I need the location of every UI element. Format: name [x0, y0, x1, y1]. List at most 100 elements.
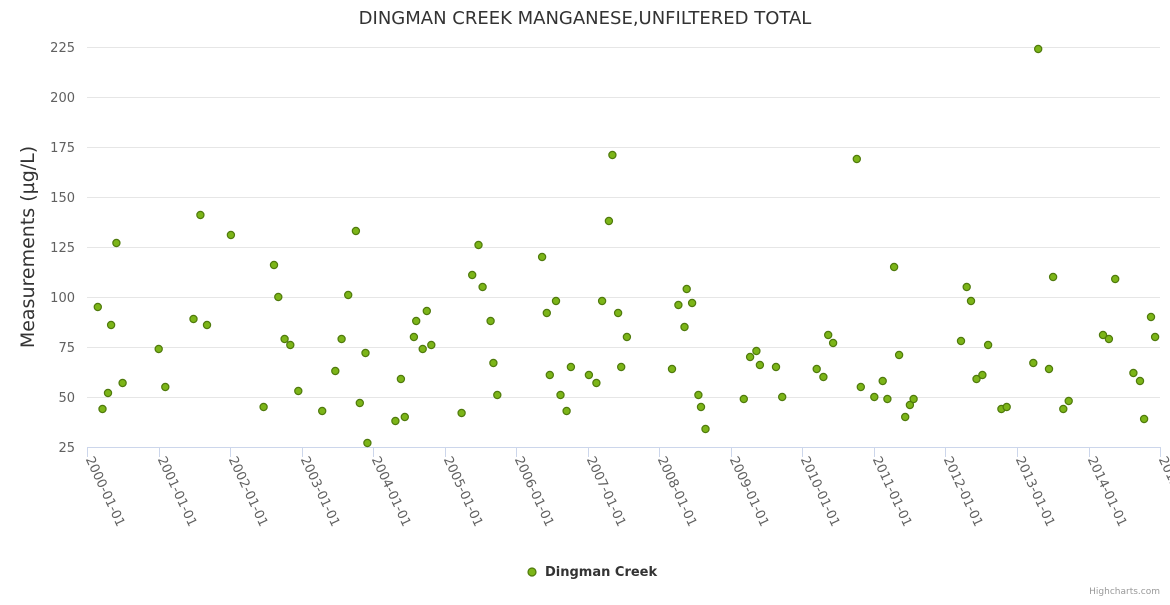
data-point[interactable]	[269, 260, 279, 270]
data-point[interactable]	[852, 154, 862, 164]
data-point[interactable]	[755, 360, 765, 370]
data-point[interactable]	[337, 334, 346, 344]
data-point[interactable]	[189, 314, 198, 324]
data-point[interactable]	[1098, 330, 1108, 340]
data-point[interactable]	[361, 348, 370, 358]
data-point[interactable]	[694, 390, 703, 400]
data-point[interactable]	[418, 344, 427, 354]
data-point[interactable]	[551, 296, 561, 306]
data-point[interactable]	[978, 370, 987, 380]
data-point[interactable]	[870, 392, 879, 402]
data-point[interactable]	[355, 398, 364, 408]
data-point[interactable]	[696, 402, 706, 412]
data-point[interactable]	[537, 252, 547, 262]
data-point[interactable]	[682, 284, 691, 294]
data-point[interactable]	[1129, 368, 1138, 378]
data-point[interactable]	[556, 390, 565, 400]
data-point[interactable]	[966, 296, 976, 306]
legend[interactable]: Dingman Creek	[527, 565, 657, 580]
data-point[interactable]	[701, 424, 710, 434]
data-point[interactable]	[400, 412, 409, 422]
data-point[interactable]	[493, 390, 502, 400]
data-point[interactable]	[274, 292, 283, 302]
data-point[interactable]	[294, 386, 303, 396]
data-point[interactable]	[812, 364, 821, 374]
data-point[interactable]	[489, 358, 498, 368]
data-point[interactable]	[889, 262, 899, 272]
credits-link[interactable]: Highcharts.com	[1089, 587, 1160, 597]
data-point[interactable]	[562, 406, 571, 416]
data-point[interactable]	[778, 392, 787, 402]
data-point[interactable]	[427, 340, 436, 350]
data-point[interactable]	[1110, 274, 1120, 284]
data-point[interactable]	[1044, 364, 1054, 374]
data-point[interactable]	[608, 150, 617, 160]
data-point[interactable]	[351, 226, 361, 236]
data-point[interactable]	[909, 394, 918, 404]
data-point[interactable]	[202, 320, 212, 330]
data-point[interactable]	[468, 270, 477, 280]
data-point[interactable]	[1139, 414, 1149, 424]
data-point[interactable]	[674, 300, 683, 310]
data-point[interactable]	[878, 376, 887, 386]
data-point[interactable]	[363, 438, 372, 448]
data-point[interactable]	[112, 238, 121, 248]
data-point[interactable]	[856, 382, 866, 392]
data-point[interactable]	[752, 346, 761, 356]
data-point[interactable]	[680, 322, 689, 332]
legend-item-label[interactable]: Dingman Creek	[545, 565, 657, 580]
data-point[interactable]	[545, 370, 555, 380]
data-point[interactable]	[1033, 44, 1043, 54]
data-point[interactable]	[93, 302, 103, 312]
data-point[interactable]	[318, 406, 327, 416]
data-point[interactable]	[118, 378, 127, 388]
data-point[interactable]	[824, 330, 833, 340]
data-point[interactable]	[196, 210, 205, 220]
data-point[interactable]	[412, 316, 421, 326]
data-point[interactable]	[613, 308, 623, 318]
data-point[interactable]	[409, 332, 419, 342]
data-point[interactable]	[486, 316, 495, 326]
data-point[interactable]	[1048, 272, 1058, 282]
data-point[interactable]	[667, 364, 677, 374]
data-point[interactable]	[103, 388, 113, 398]
data-point[interactable]	[972, 374, 981, 384]
data-point[interactable]	[98, 404, 107, 414]
data-point[interactable]	[1059, 404, 1068, 414]
data-point[interactable]	[962, 282, 971, 292]
data-point[interactable]	[396, 374, 406, 384]
data-point[interactable]	[883, 394, 892, 404]
data-point[interactable]	[422, 306, 431, 316]
data-point[interactable]	[457, 408, 466, 418]
data-point[interactable]	[280, 334, 289, 344]
data-point[interactable]	[344, 290, 353, 300]
data-point[interactable]	[1146, 312, 1156, 322]
data-point[interactable]	[819, 372, 828, 382]
data-point[interactable]	[739, 394, 749, 404]
data-point[interactable]	[894, 350, 904, 360]
data-point[interactable]	[584, 370, 594, 380]
data-point[interactable]	[771, 362, 781, 372]
data-point[interactable]	[983, 340, 993, 350]
data-point[interactable]	[745, 352, 755, 362]
data-point[interactable]	[106, 320, 116, 330]
data-point[interactable]	[901, 412, 910, 422]
data-point[interactable]	[687, 298, 697, 308]
data-point[interactable]	[1029, 358, 1038, 368]
data-point[interactable]	[956, 336, 966, 346]
data-point[interactable]	[154, 344, 163, 354]
data-point[interactable]	[331, 366, 340, 376]
data-point[interactable]	[1064, 396, 1073, 406]
data-point[interactable]	[828, 338, 838, 348]
data-point[interactable]	[1104, 334, 1114, 344]
data-point[interactable]	[566, 362, 576, 372]
data-point[interactable]	[542, 308, 552, 318]
data-point[interactable]	[617, 362, 626, 372]
data-point[interactable]	[161, 382, 170, 392]
data-point[interactable]	[259, 402, 268, 412]
data-point[interactable]	[478, 282, 487, 292]
data-point[interactable]	[597, 296, 607, 306]
data-point[interactable]	[391, 416, 400, 426]
data-point[interactable]	[1002, 402, 1011, 412]
data-point[interactable]	[286, 340, 295, 350]
